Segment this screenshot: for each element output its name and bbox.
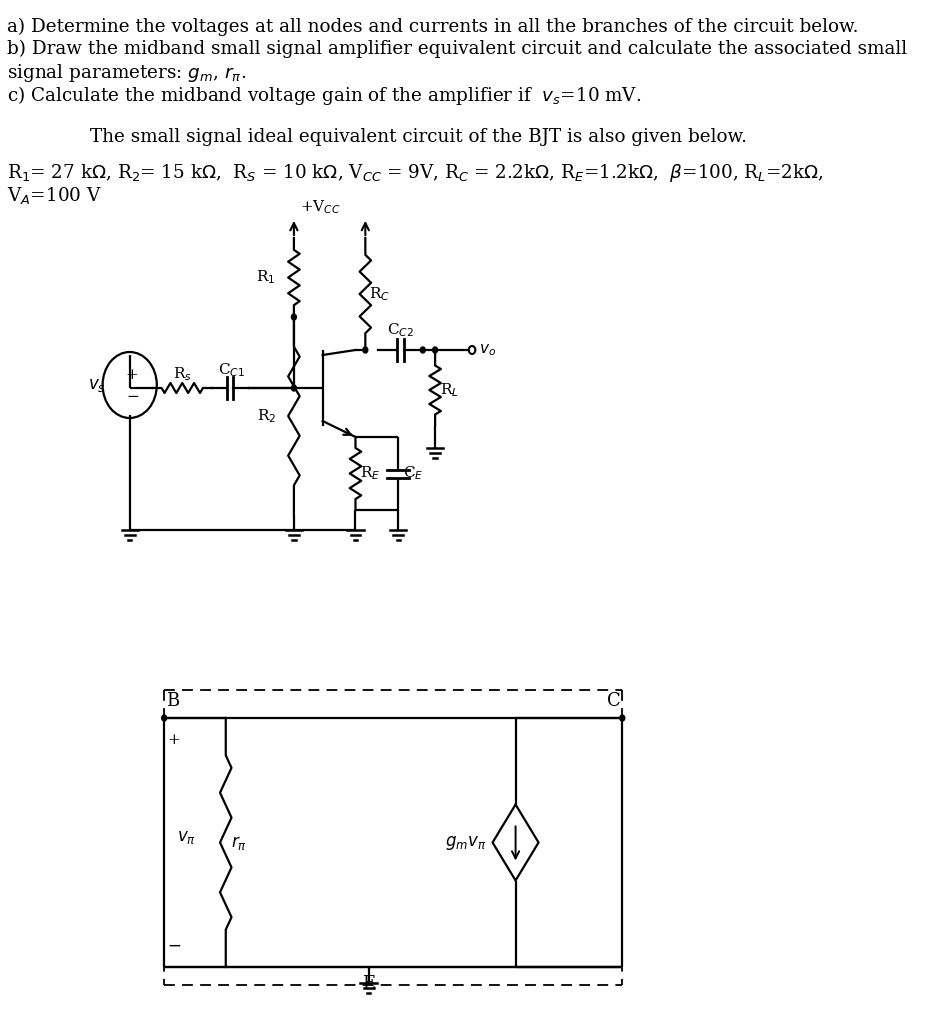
- Circle shape: [619, 715, 625, 721]
- Text: V$_A$=100 V: V$_A$=100 V: [7, 185, 102, 206]
- Text: b) Draw the midband small signal amplifier equivalent circuit and calculate the : b) Draw the midband small signal amplifi…: [7, 40, 906, 58]
- Text: The small signal ideal equivalent circuit of the BJT is also given below.: The small signal ideal equivalent circui…: [90, 128, 748, 146]
- Text: C$_{C1}$: C$_{C1}$: [218, 361, 245, 379]
- Text: $v_o$: $v_o$: [479, 342, 496, 357]
- Text: $v_\pi$: $v_\pi$: [177, 829, 196, 846]
- Text: C$_E$: C$_E$: [403, 465, 424, 482]
- Text: $g_m v_\pi$: $g_m v_\pi$: [445, 834, 486, 852]
- Text: R$_1$: R$_1$: [256, 268, 275, 287]
- Text: R$_s$: R$_s$: [173, 366, 192, 383]
- Text: $v_s$: $v_s$: [88, 377, 105, 393]
- Text: R$_C$: R$_C$: [370, 285, 390, 303]
- Text: R$_L$: R$_L$: [440, 381, 459, 399]
- Circle shape: [292, 385, 296, 391]
- Text: E: E: [362, 975, 375, 993]
- Text: $r_\pi$: $r_\pi$: [231, 834, 247, 852]
- Text: R$_2$: R$_2$: [256, 408, 275, 425]
- Text: B: B: [166, 692, 180, 710]
- Circle shape: [363, 347, 368, 353]
- Text: a) Determine the voltages at all nodes and currents in all the branches of the c: a) Determine the voltages at all nodes a…: [7, 18, 858, 36]
- Circle shape: [162, 715, 166, 721]
- Circle shape: [292, 314, 296, 319]
- Text: +: +: [167, 733, 180, 746]
- Text: +V$_{CC}$: +V$_{CC}$: [300, 199, 341, 216]
- Text: R$_E$: R$_E$: [360, 465, 380, 482]
- Text: $-$: $-$: [167, 937, 181, 953]
- Circle shape: [420, 347, 426, 353]
- Circle shape: [432, 347, 438, 353]
- Text: $-$: $-$: [125, 388, 139, 402]
- Text: c) Calculate the midband voltage gain of the amplifier if  $v_s$=10 mV.: c) Calculate the midband voltage gain of…: [7, 84, 641, 106]
- Text: signal parameters: $g_m$, $r_\pi$.: signal parameters: $g_m$, $r_\pi$.: [7, 62, 246, 84]
- Text: R$_1$= 27 k$\Omega$, R$_2$= 15 k$\Omega$,  R$_S$ = 10 k$\Omega$, V$_{CC}$ = 9V, : R$_1$= 27 k$\Omega$, R$_2$= 15 k$\Omega$…: [7, 162, 824, 184]
- Text: C$_{C2}$: C$_{C2}$: [387, 322, 413, 339]
- Text: C: C: [607, 692, 620, 710]
- Text: +: +: [125, 368, 139, 382]
